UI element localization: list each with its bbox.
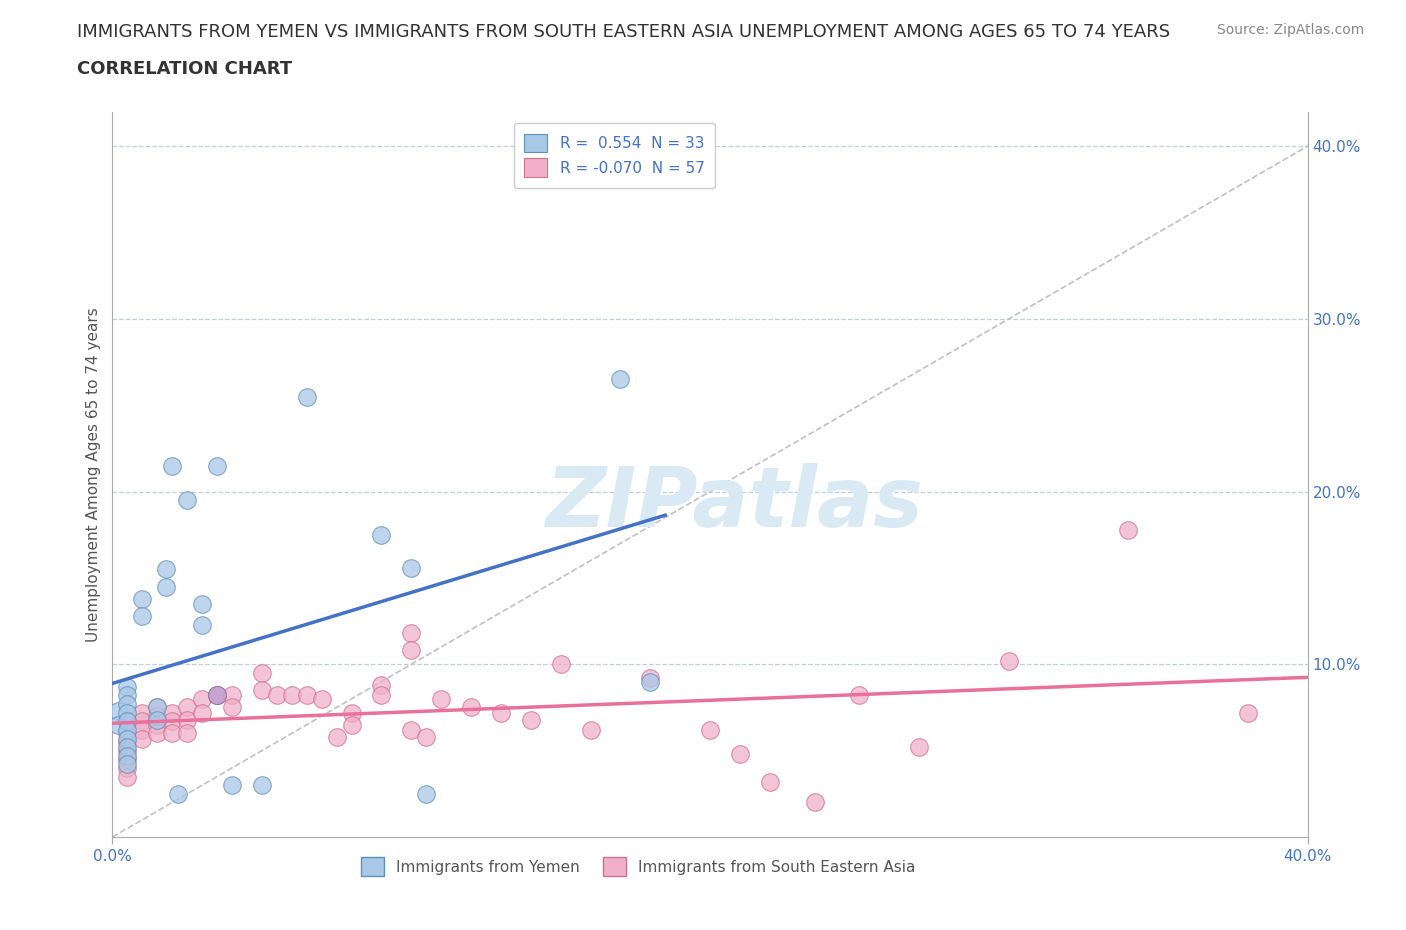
Point (1118, 522, 1140, 537)
Point (117, 726, 139, 741)
Point (415, 729, 437, 744)
Point (401, 626, 423, 641)
Point (401, 723, 423, 737)
Point (131, 731, 153, 746)
Point (117, 714, 139, 729)
Text: CORRELATION CHART: CORRELATION CHART (77, 60, 292, 78)
Point (401, 643, 423, 658)
Point (370, 527, 392, 542)
Point (728, 747, 751, 762)
Point (579, 723, 602, 737)
Legend: Immigrants from Yemen, Immigrants from South Eastern Asia: Immigrants from Yemen, Immigrants from S… (353, 850, 924, 883)
Point (117, 735, 139, 750)
Point (131, 714, 153, 729)
Y-axis label: Unemployment Among Ages 65 to 74 years: Unemployment Among Ages 65 to 74 years (86, 307, 101, 642)
Point (117, 697, 139, 711)
Point (162, 458, 183, 473)
Point (146, 700, 169, 715)
Point (117, 761, 139, 776)
Point (250, 683, 273, 698)
Point (146, 717, 169, 732)
Point (117, 688, 139, 703)
Point (1237, 705, 1260, 720)
Point (131, 705, 153, 720)
Point (117, 723, 139, 737)
Point (340, 717, 363, 732)
Text: Source: ZipAtlas.com: Source: ZipAtlas.com (1216, 23, 1364, 37)
Point (759, 775, 782, 790)
Point (998, 654, 1021, 669)
Point (191, 596, 214, 611)
Point (325, 729, 347, 744)
Point (640, 671, 662, 685)
Point (117, 679, 139, 694)
Point (370, 678, 392, 693)
Point (295, 688, 318, 703)
Point (609, 372, 631, 387)
Point (162, 726, 183, 741)
Point (176, 493, 198, 508)
Point (107, 717, 129, 732)
Point (117, 731, 139, 746)
Point (155, 579, 177, 594)
Point (266, 688, 288, 703)
Point (117, 712, 139, 727)
Point (340, 705, 363, 720)
Point (162, 714, 183, 729)
Point (191, 618, 214, 632)
Point (162, 705, 183, 720)
Point (167, 787, 190, 802)
Point (221, 700, 243, 715)
Point (131, 591, 153, 606)
Point (176, 700, 198, 715)
Point (699, 723, 721, 737)
Point (550, 657, 572, 671)
Point (117, 769, 139, 784)
Point (117, 743, 139, 758)
Point (191, 691, 214, 706)
Point (146, 726, 169, 741)
Point (281, 688, 304, 703)
Point (146, 700, 169, 715)
Point (250, 666, 273, 681)
Point (370, 688, 392, 703)
Point (117, 751, 139, 766)
Point (146, 712, 169, 727)
Point (117, 757, 139, 772)
Point (848, 688, 870, 703)
Point (131, 608, 153, 623)
Point (460, 700, 482, 715)
Point (191, 705, 214, 720)
Text: IMMIGRANTS FROM YEMEN VS IMMIGRANTS FROM SOUTH EASTERN ASIA UNEMPLOYMENT AMONG A: IMMIGRANTS FROM YEMEN VS IMMIGRANTS FROM… (77, 23, 1170, 41)
Point (146, 709, 169, 724)
Point (107, 703, 129, 718)
Point (908, 739, 931, 754)
Point (415, 787, 437, 802)
Text: ZIPatlas: ZIPatlas (546, 463, 922, 544)
Point (401, 560, 423, 575)
Point (176, 726, 198, 741)
Point (205, 688, 228, 703)
Point (803, 795, 825, 810)
Point (117, 739, 139, 754)
Point (221, 777, 243, 792)
Point (311, 691, 333, 706)
Point (430, 691, 453, 706)
Point (117, 705, 139, 720)
Point (131, 723, 153, 737)
Point (205, 458, 228, 473)
Point (155, 562, 177, 577)
Point (205, 688, 228, 703)
Point (520, 712, 543, 727)
Point (176, 712, 198, 727)
Point (250, 777, 273, 792)
Point (295, 389, 318, 404)
Point (640, 674, 662, 689)
Point (117, 749, 139, 764)
Point (489, 705, 512, 720)
Point (221, 688, 243, 703)
